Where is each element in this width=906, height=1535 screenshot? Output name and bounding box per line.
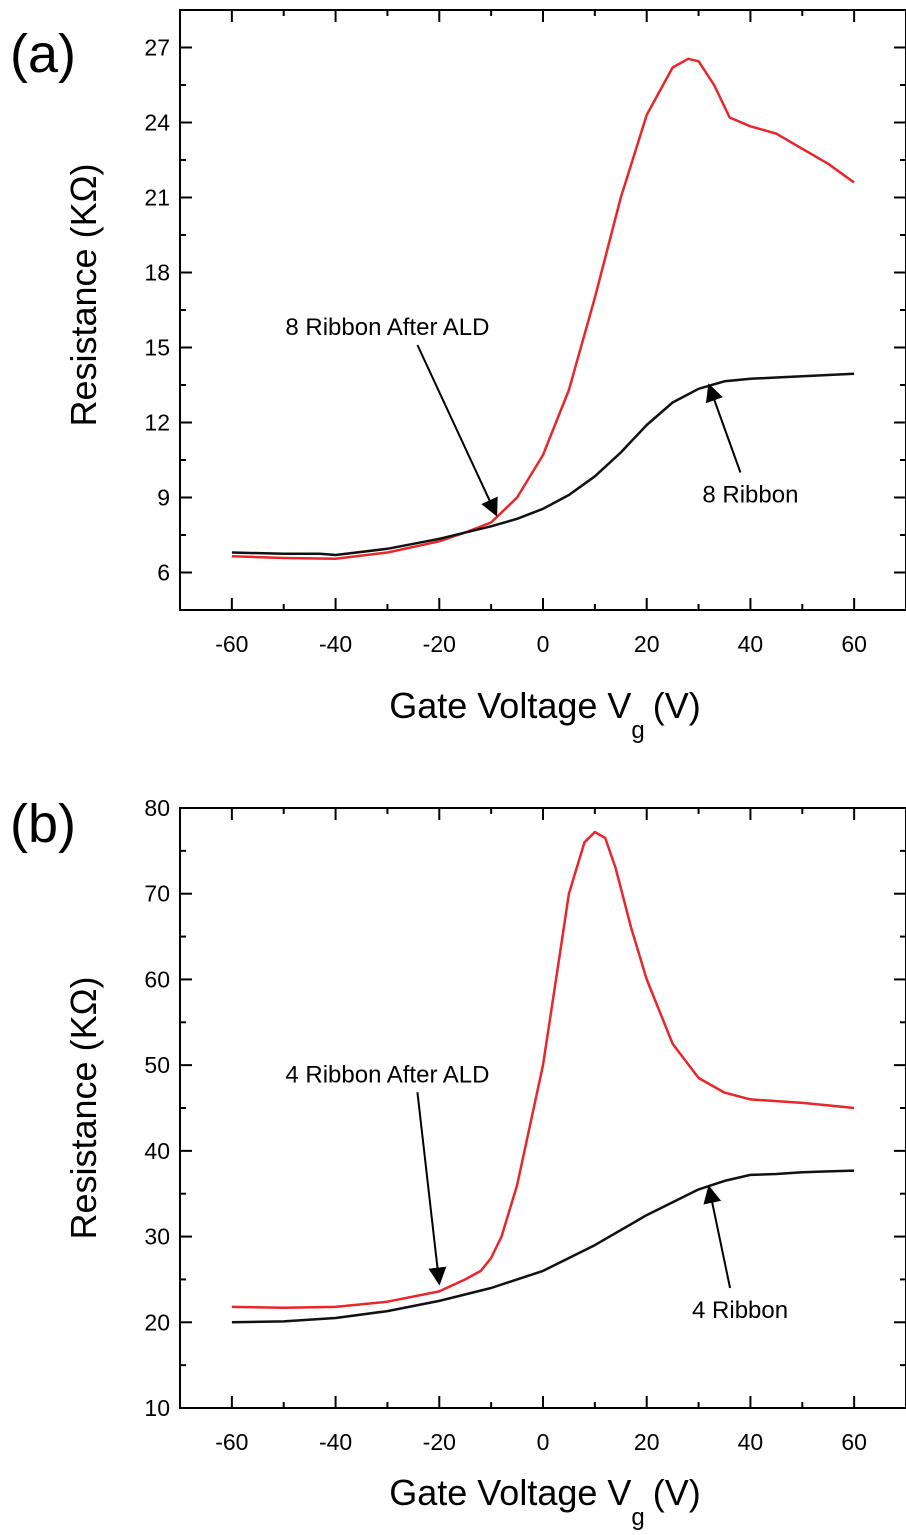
annotation-label: 8 Ribbon	[702, 482, 798, 509]
x-tick-label: 20	[634, 631, 660, 657]
y-tick-label: 12	[144, 410, 170, 436]
x-tick-label: 0	[537, 631, 550, 657]
y-tick-label: 18	[144, 260, 170, 286]
y-tick-label: 30	[144, 1224, 170, 1250]
x-tick-label: 0	[537, 1429, 550, 1455]
x-tick-label: -20	[423, 631, 456, 657]
series-line-before-ald	[231, 372, 855, 557]
x-tick-label: -40	[319, 1429, 352, 1455]
y-tick-label: 27	[144, 35, 170, 61]
plot-frame-b	[179, 807, 906, 1409]
panel-label-b: (b)	[10, 794, 76, 854]
x-tick-label: -20	[423, 1429, 456, 1455]
x-axis-title-a-main: Gate Voltage V	[389, 685, 631, 726]
x-axis-title-b-unit: (V)	[653, 1472, 701, 1513]
y-axis-title-a: Resistance (KΩ)	[63, 164, 104, 427]
y-tick-label: 50	[144, 1052, 170, 1078]
series-line-before-ald	[231, 1169, 855, 1324]
x-axis-title-b-main: Gate Voltage V	[389, 1472, 631, 1513]
annotation-label: 4 Ribbon After ALD	[285, 1061, 489, 1088]
series-a	[231, 57, 855, 561]
annotation-label: 8 Ribbon After ALD	[285, 314, 489, 341]
x-tick-label: 60	[841, 1429, 867, 1455]
y-tick-label: 70	[144, 881, 170, 907]
annotation-arrow	[705, 383, 742, 473]
x-tick-label: -40	[319, 631, 352, 657]
series-line-after-ald	[231, 830, 855, 1309]
y-ticks-b: 10 20 30 40 50 60 70 80	[144, 795, 906, 1421]
y-tick-label: 21	[144, 185, 170, 211]
y-tick-label: 10	[144, 1395, 170, 1421]
y-tick-label: 60	[144, 966, 170, 992]
annotations-a: 8 Ribbon After ALD 8 Ribbon	[285, 314, 798, 517]
plot-frame-a	[179, 9, 906, 611]
series-line-after-ald	[231, 57, 855, 561]
annotation-arrow	[416, 1092, 447, 1286]
series-b	[231, 830, 855, 1324]
x-tick-label: 20	[634, 1429, 660, 1455]
x-tick-label: 40	[738, 631, 764, 657]
x-tick-label: 40	[738, 1429, 764, 1455]
x-ticks-b: -60 -40 -20 0 20 40 60	[215, 808, 906, 1455]
x-tick-label: 60	[841, 631, 867, 657]
y-tick-label: 9	[157, 485, 170, 511]
y-tick-label: 80	[144, 795, 170, 821]
annotation-arrow	[416, 344, 498, 517]
y-ticks-a: 6 9 12 15 18 21 24 27	[144, 35, 906, 586]
annotation-label: 4 Ribbon	[692, 1297, 788, 1324]
y-tick-label: 40	[144, 1138, 170, 1164]
y-tick-label: 20	[144, 1309, 170, 1335]
y-tick-label: 24	[144, 110, 170, 136]
x-axis-title-b: Gate Voltage Vg (V)	[389, 1472, 701, 1531]
x-tick-label: -60	[215, 631, 248, 657]
x-ticks-a: -60 -40 -20 0 20 40 60	[215, 10, 906, 657]
panel-b: (b) 10 20 30 40 50 60 70 80 -60 -40 -20 0 20 40 60 Re…	[10, 794, 906, 1531]
y-tick-label: 15	[144, 335, 170, 361]
x-axis-title-a: Gate Voltage Vg (V)	[389, 685, 701, 744]
panel-a: (a) 6 9 12 15 18 21 24 27 -60 -40 -20 0 20 40 60 Resi…	[10, 9, 906, 744]
annotation-arrow	[703, 1185, 732, 1289]
x-axis-title-a-sub: g	[631, 717, 644, 744]
annotations-b: 4 Ribbon After ALD 4 Ribbon	[285, 1061, 788, 1324]
x-tick-label: -60	[215, 1429, 248, 1455]
x-axis-title-b-sub: g	[631, 1504, 644, 1531]
x-axis-title-a-unit: (V)	[653, 685, 701, 726]
panel-label-a: (a)	[10, 24, 76, 84]
y-axis-title-b: Resistance (KΩ)	[63, 977, 104, 1240]
y-tick-label: 6	[157, 560, 170, 586]
